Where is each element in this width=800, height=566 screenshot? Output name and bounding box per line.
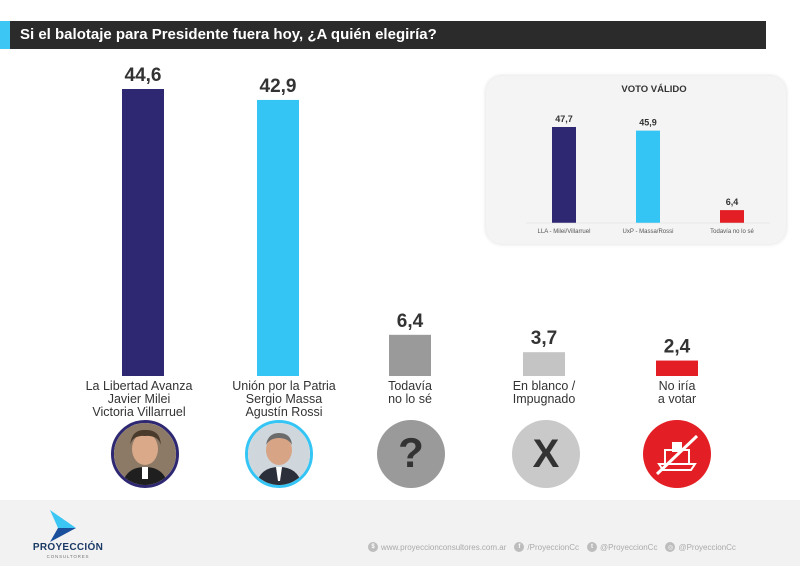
- valid-bar-value-uxp: 45,9: [639, 118, 657, 128]
- bar-value-uxp: 42,9: [260, 76, 297, 97]
- social-links: $ www.proyeccionconsultores.com.ar f /Pr…: [368, 542, 736, 552]
- category-label-uxp: Unión por la Patria Sergio Massa Agustín…: [214, 380, 354, 419]
- bar-value-undecided: 6,4: [397, 311, 424, 332]
- globe-icon: $: [368, 542, 378, 552]
- valid-vote-panel: VOTO VÁLIDO 47,7 LLA - Milei/Villarruel 45,…: [486, 76, 786, 244]
- valid-bar-value-lla: 47,7: [555, 114, 573, 124]
- milei-portrait-icon: [111, 420, 179, 488]
- x-icon: X: [512, 420, 580, 488]
- valid-bar-uxp: [636, 131, 660, 223]
- instagram-icon: ◎: [665, 542, 675, 552]
- category-label-undecided: Todavía no lo sé: [340, 380, 480, 406]
- brand-name: PROYECCIÓN: [32, 542, 104, 553]
- no-vote-icon: [643, 420, 711, 488]
- facebook-icon: f: [514, 542, 524, 552]
- instagram-link[interactable]: ◎ @ProyeccionCc: [665, 542, 735, 552]
- category-label-lla: La Libertad Avanza Javier Milei Victoria…: [69, 380, 209, 419]
- website-text: www.proyeccionconsultores.com.ar: [381, 543, 506, 552]
- bar-undecided: [389, 335, 431, 376]
- category-label-novote: No iría a votar: [607, 380, 747, 406]
- bar-lla: [122, 89, 164, 376]
- brand-subtitle: CONSULTORES: [32, 554, 104, 559]
- bar-value-novote: 2,4: [664, 337, 691, 358]
- twitter-text: @ProyeccionCc: [600, 543, 657, 552]
- facebook-text: /ProyeccionCc: [527, 543, 579, 552]
- instagram-text: @ProyeccionCc: [678, 543, 735, 552]
- bar-blank: [523, 352, 565, 376]
- svg-text:X: X: [533, 432, 560, 476]
- category-label-blank: En blanco / Impugnado: [474, 380, 614, 406]
- facebook-link[interactable]: f /ProyeccionCc: [514, 542, 579, 552]
- bar-uxp: [257, 100, 299, 376]
- valid-bar-undecided: [720, 210, 744, 223]
- question-icon: ?: [377, 420, 445, 488]
- bar-value-lla: 44,6: [125, 65, 162, 86]
- valid-vote-chart: VOTO VÁLIDO 47,7 LLA - Milei/Villarruel 45,…: [486, 76, 786, 244]
- svg-text:?: ?: [398, 429, 424, 476]
- valid-bar-value-undecided: 6,4: [726, 197, 739, 207]
- bar-novote: [656, 361, 698, 376]
- bar-value-blank: 3,7: [531, 328, 557, 349]
- footer: PROYECCIÓN CONSULTORES $ www.proyeccionc…: [0, 500, 800, 566]
- valid-category-label-lla: LLA - Milei/Villarruel: [538, 229, 591, 235]
- valid-category-label-undecided: Todavía no lo sé: [710, 229, 754, 235]
- valid-vote-title: VOTO VÁLIDO: [621, 84, 686, 95]
- twitter-link[interactable]: t @ProyeccionCc: [587, 542, 657, 552]
- website-link[interactable]: $ www.proyeccionconsultores.com.ar: [368, 542, 506, 552]
- massa-portrait-icon: [245, 420, 313, 488]
- logo-icon: [46, 508, 80, 542]
- valid-bar-lla: [552, 127, 576, 223]
- valid-category-label-uxp: UxP - Massa/Rossi: [623, 229, 674, 235]
- twitter-icon: t: [587, 542, 597, 552]
